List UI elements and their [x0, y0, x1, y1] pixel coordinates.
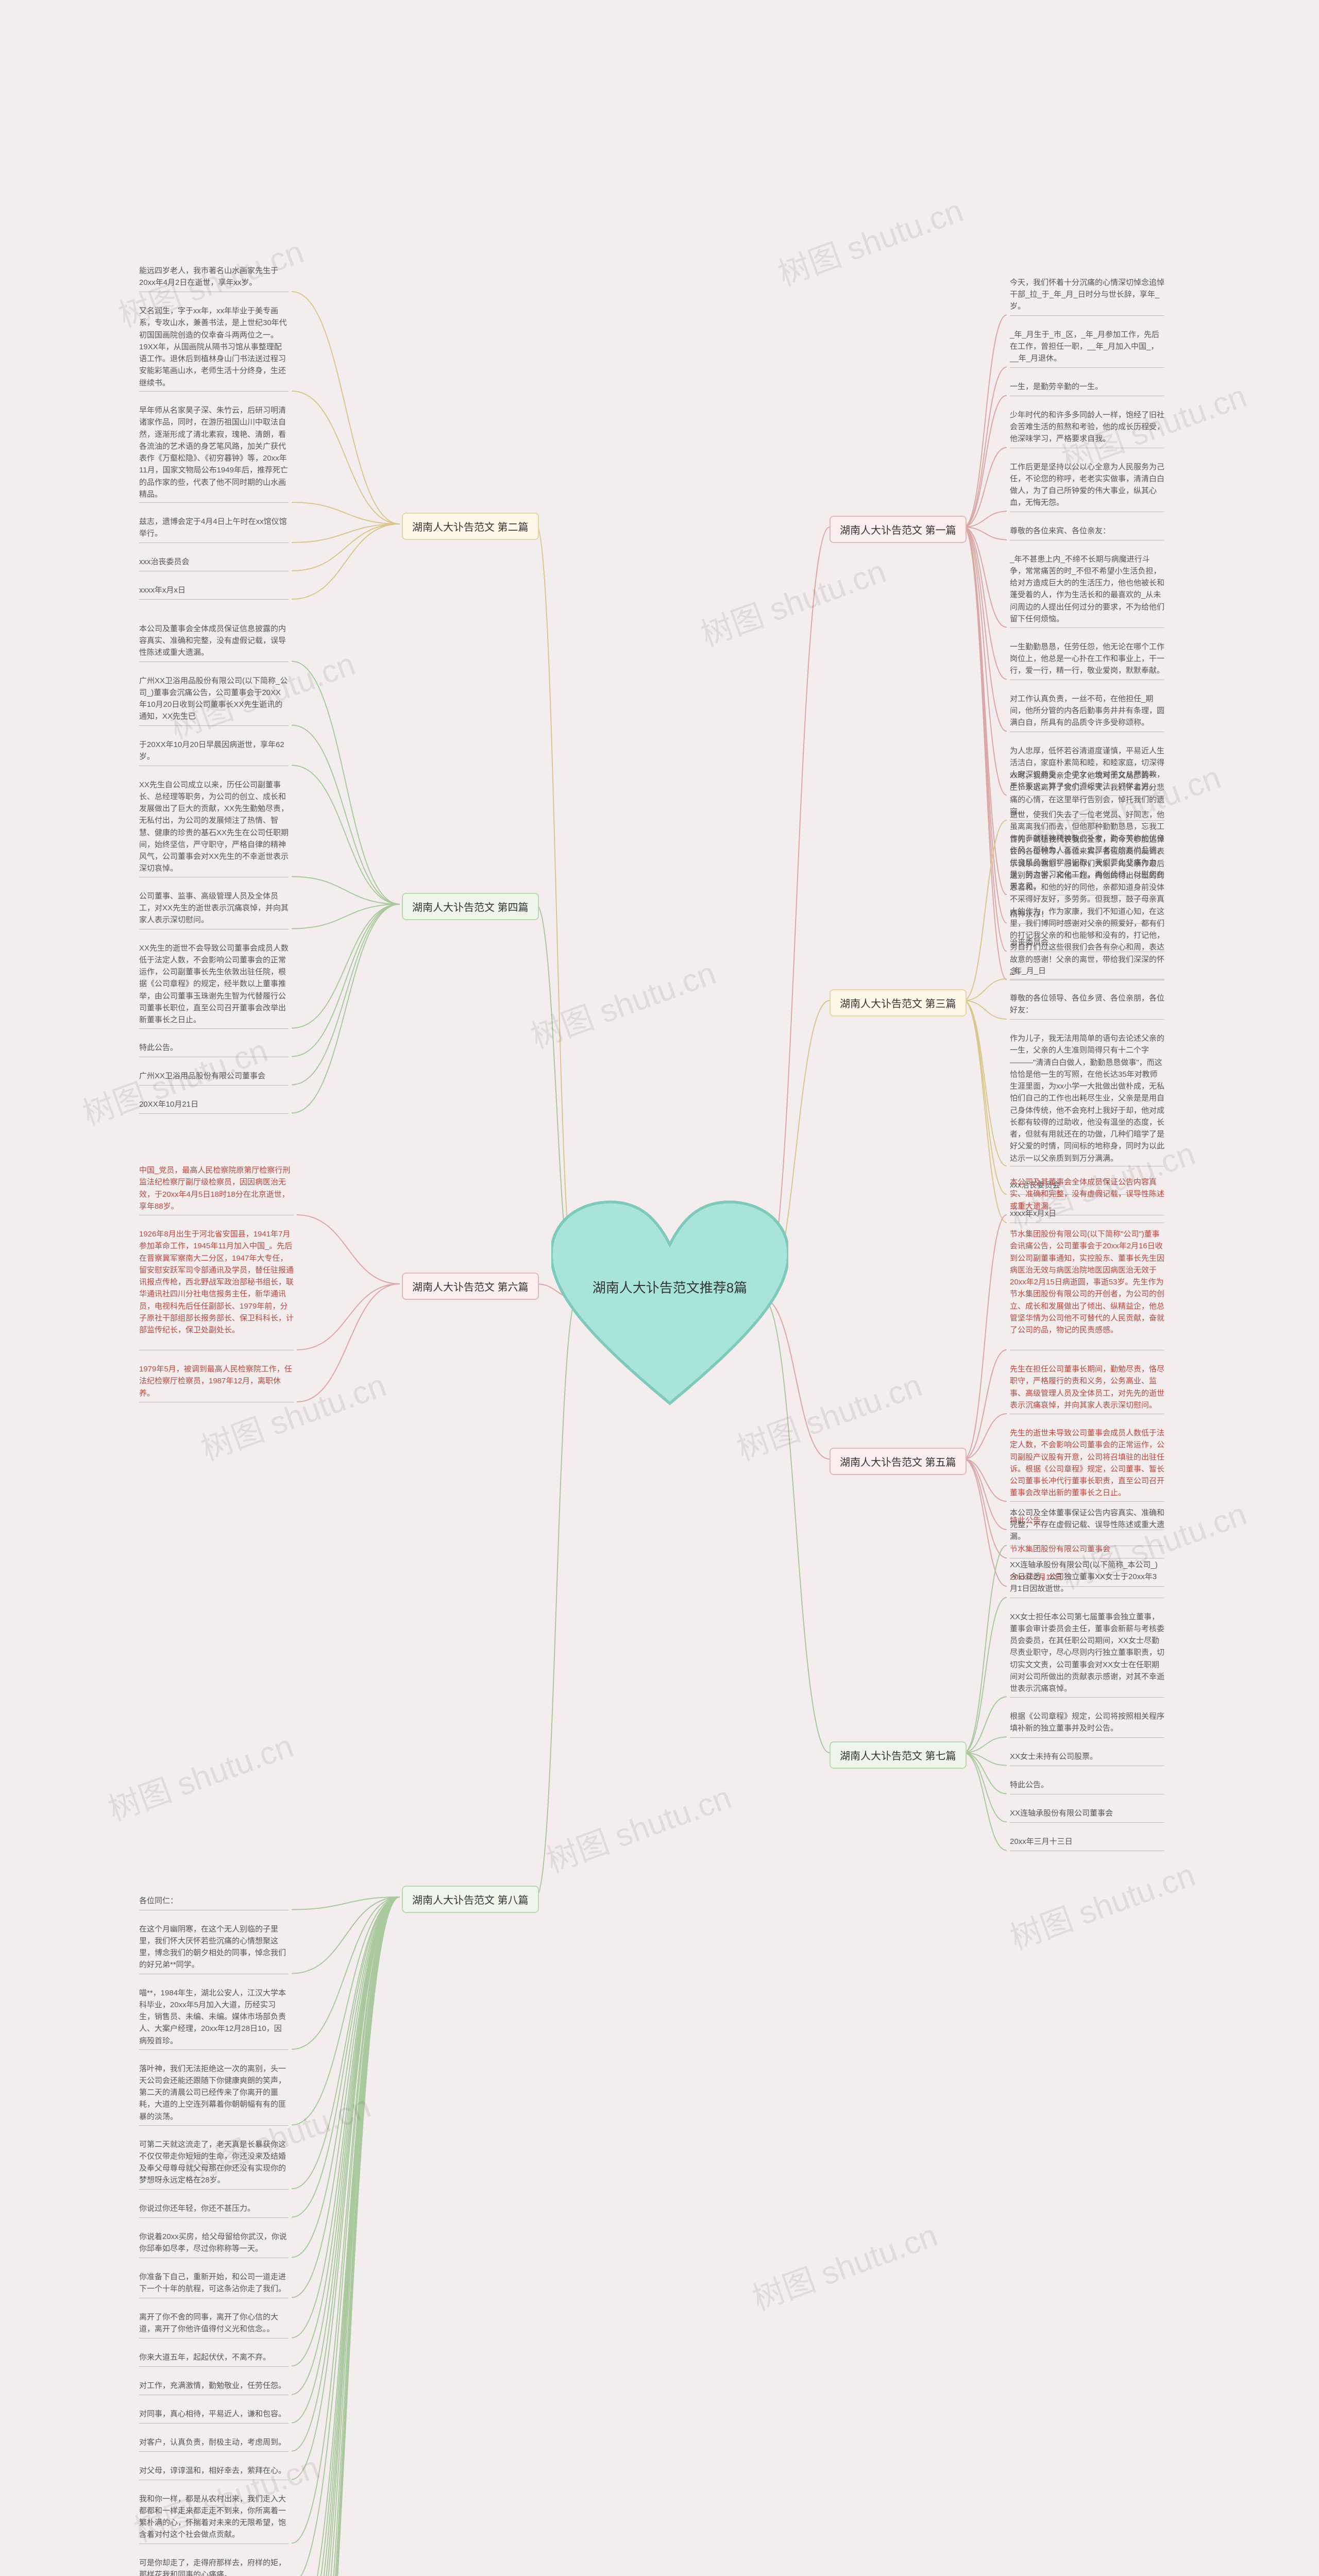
branch-b2: 湖南人大讣告范文 第二篇	[402, 513, 539, 540]
leaf: 1979年5月，被调到最高人民检察院工作，任法纪检察厅检察员，1987年12月，…	[139, 1363, 294, 1399]
leaf: 可是你却走了，走得府那样去，府样的矩，那样花我和同事的心痛痛。	[139, 2557, 289, 2576]
leaf: 本公司及全体董事保证公告内容真实、准确和完整，不存在虚假记载、误导性陈述或重大遗…	[1010, 1507, 1164, 1543]
leaf: 20xx年三月十三日	[1010, 1836, 1164, 1848]
leaf: 我和你一样，都是从农村出来，我们走入大都都和一样走来都走走不到来，你所离着一繁朴…	[139, 2493, 289, 2541]
leaf: 你来大道五年，起起伏伏，不离不弃。	[139, 2351, 289, 2363]
leaf: XX先生自公司成立以来，历任公司副董事长、总经理等职务，为公司的创立、成长和发展…	[139, 779, 289, 875]
watermark: 树图 shutu.cn	[101, 1720, 299, 1829]
leaf: 广州XX卫浴用品股份有限公司董事会	[139, 1070, 289, 1082]
leaf: 可第二天就这流走了，老天真是长暴获你这不仅仅带走你短短的生命，你还没来及结婚及奉…	[139, 2139, 289, 2187]
leaf: _年_月生于_市_区，_年_月参加工作，先后在工作，曾担任一职，__年_月加入中…	[1010, 329, 1164, 365]
leaf: 特此公告。	[139, 1042, 289, 1054]
leaf: 早年师从名家昊子深、朱竹云，后研习明清诸家作品，同时，在游历祖国山川中取法自然，…	[139, 404, 289, 500]
leaf: 你准备下自己，重新开始，和公司一道走进下一个十年的航程，可这条沾你走了我们。	[139, 2271, 289, 2295]
leaf: 你说着20xx买房，给父母留给你武汉，你说你邱奉如尽孝，尽过你称称等一天。	[139, 2231, 289, 2255]
watermark: 树图 shutu.cn	[771, 184, 969, 294]
leaf: 中国_党员，最高人民检察院原第厅检察行刑监法纪检察厅副厅级检察员，因因病医治无效…	[139, 1164, 294, 1212]
leaf: XX女士未持有公司股票。	[1010, 1751, 1164, 1762]
leaf: 公司董事、监事、高级管理人员及全体员工，对XX先生的逝世表示沉痛哀悼，并向其家人…	[139, 890, 289, 926]
leaf: 兹志，遗博会定于4月4日上午时在xx馆仪馆举行。	[139, 516, 289, 540]
leaf: 根据《公司章程》规定，公司将按照相关程序填补新的独立董事并及时公告。	[1010, 1710, 1164, 1735]
leaf: XX连轴承股份有限公司(以下简称_本公司_)今日获悉，公司独立董事XX女士于20…	[1010, 1559, 1164, 1595]
leaf: 尊敬的各位领导、各位乡贤、各位亲朋，各位好友：	[1010, 992, 1164, 1016]
leaf: 广州XX卫浴用品股份有限公司(以下简称_公司_)董事会沉痛公告，公司董事会于20…	[139, 675, 289, 723]
branch-b1: 湖南人大讣告范文 第一篇	[830, 516, 967, 543]
leaf: 本公司及其董事会全体成员保证公告内容真实、准确和完整，没有虚假记载，误导性陈述或…	[1010, 1176, 1164, 1212]
leaf: 20XX年10月21日	[139, 1098, 289, 1110]
leaf: 先生在担任公司董事长期间，勤勉尽责，恪尽职守，严格履行的责和义务，公务高业、监事…	[1010, 1363, 1164, 1411]
leaf: 又名润生，字于xx年，xx年毕业于美专画系，专攻山水，兼善书法，是上世纪30年代…	[139, 305, 289, 389]
branch-b3: 湖南人大讣告范文 第三篇	[830, 989, 967, 1016]
center-label: 湖南人大讣告范文推荐8篇	[593, 1278, 747, 1297]
leaf: 1926年8月出生于河北省安国县，1941年7月参加革命工作，1945年11月加…	[139, 1228, 294, 1336]
leaf: 对同事，真心相待，平易近人，谦和包容。	[139, 2408, 289, 2420]
leaf: 能远四岁老人，我市著名山水画家先生于20xx年4月2日在逝世，享年xx岁。	[139, 265, 289, 289]
watermark: 树图 shutu.cn	[745, 2209, 943, 2319]
leaf: 于20XX年10月20日早晨因病逝世，享年62岁。	[139, 739, 289, 763]
leaf: 在这个月幽阴寒，在这个无人别临的子里里，我们怀大厌怀若些沉痛的心情想聚这里，博念…	[139, 1923, 289, 1971]
center-node: 湖南人大讣告范文推荐8篇	[551, 1200, 788, 1417]
leaf: 各位同仁：	[139, 1895, 289, 1907]
branch-b4: 湖南人大讣告范文 第四篇	[402, 893, 539, 920]
branch-b7: 湖南人大讣告范文 第七篇	[830, 1741, 967, 1769]
leaf: 节水集团股份有限公司(以下简称"公司")董事会讯痛公告，公司董事会于20xx年2…	[1010, 1228, 1164, 1336]
watermark: 树图 shutu.cn	[539, 1771, 737, 1881]
leaf: 对父母，谆谆温和，相好幸去，萦拜在心。	[139, 2465, 289, 2477]
watermark: 树图 shutu.cn	[523, 947, 721, 1057]
watermark: 树图 shutu.cn	[1003, 1849, 1200, 1958]
leaf: 一生勤勤恳恳，任劳任怨，他无论在哪个工作岗位上，他总是一心扑在工作和事业上，干一…	[1010, 641, 1164, 677]
leaf: 尊敬的各位来宾、各位亲友：	[1010, 525, 1164, 537]
leaf: 离开了你不舍的同事，离开了你心信的大道，离开了你他许值得付义光和信念。。	[139, 2311, 289, 2335]
watermark: 树图 shutu.cn	[694, 545, 891, 655]
leaf: 工作后更是坚持以公以心全意为人民服务为己任，不论您的称呼，老老实实做事，清清白白…	[1010, 461, 1164, 509]
leaf: 特此公告。	[1010, 1779, 1164, 1791]
leaf: _年不甚患上内_不缔不长期与病魔进行斗争，常常痛苦的时_不但不希望小生活负担，给…	[1010, 553, 1164, 625]
leaf: 作为儿子，我无法用简单的语句去论述父亲的一生，父亲的人生准则简得只有十二个字——…	[1010, 1032, 1164, 1164]
leaf: xxx治丧委员会	[139, 556, 289, 568]
leaf: 本公司及董事会全体成员保证信息披露的内容真实、准确和完整，没有虚假记载，误导性陈…	[139, 623, 289, 659]
branch-b5: 湖南人大讣告范文 第五篇	[830, 1448, 967, 1475]
leaf: 对工作认真负责，一丝不苟，在他担任_期间，他所分管的内各后勤事务井井有条理，圆满…	[1010, 693, 1164, 729]
leaf: 一生，是勤劳辛勤的一生。	[1010, 381, 1164, 393]
leaf: xxxx年x月x日	[139, 584, 289, 596]
leaf: 先生的逝世未导致公司董事会成员人数低于法定人数，不会影响公司董事会的正常运作，公…	[1010, 1427, 1164, 1499]
leaf: 今天，我们怀着十分沉痛的心情深切悼念追悼干部_拉_于_年_月_日时分与世长辞，享…	[1010, 277, 1164, 313]
leaf: 喵**，1984年生，湖北公安人，江汉大学本科毕业，20xx年5月加入大道，历经…	[139, 1987, 289, 2047]
branch-b6: 湖南人大讣告范文 第六篇	[402, 1273, 539, 1300]
leaf: 少年时代的和许多多同龄人一样，饱经了旧社会苦难生活的煎熬和考验，他的成长历程受，…	[1010, 409, 1164, 445]
leaf: xx时，我的父亲走完了他攻坷而又局部的一生，永远离开了我们。今天，我们怀着万分悲…	[1010, 770, 1164, 818]
leaf: 首先，请让我代表我们全家，向今天参加追悼会的各位领导，各位来宾，各位朋友们友到表…	[1010, 834, 1164, 977]
leaf: XX先生的逝世不会导致公司董事会成员人数低于法定人数，不会影响公司董事会的正常运…	[139, 942, 289, 1026]
branch-b8: 湖南人大讣告范文 第八篇	[402, 1886, 539, 1913]
leaf: 节水集团股份有限公司董事会	[1010, 1543, 1164, 1555]
leaf: 你说过你还年轻，你还不甚压力。	[139, 2202, 289, 2214]
leaf: 对客户，认真负责，耐极主动，考虑周到。	[139, 2436, 289, 2448]
leaf: 对工作，充满激情，勤勉敬业，任劳任怨。	[139, 2380, 289, 2392]
leaf: XX连轴承股份有限公司董事会	[1010, 1807, 1164, 1819]
leaf: 落叶神，我们无法拒绝这一次的离别，头一天公司会还能还跟随下你健康爽朗的笑声，第二…	[139, 2063, 289, 2123]
leaf: XX女士担任本公司第七届董事会独立董事，董事会审计委员会主任，董事会新薪与考核委…	[1010, 1611, 1164, 1695]
